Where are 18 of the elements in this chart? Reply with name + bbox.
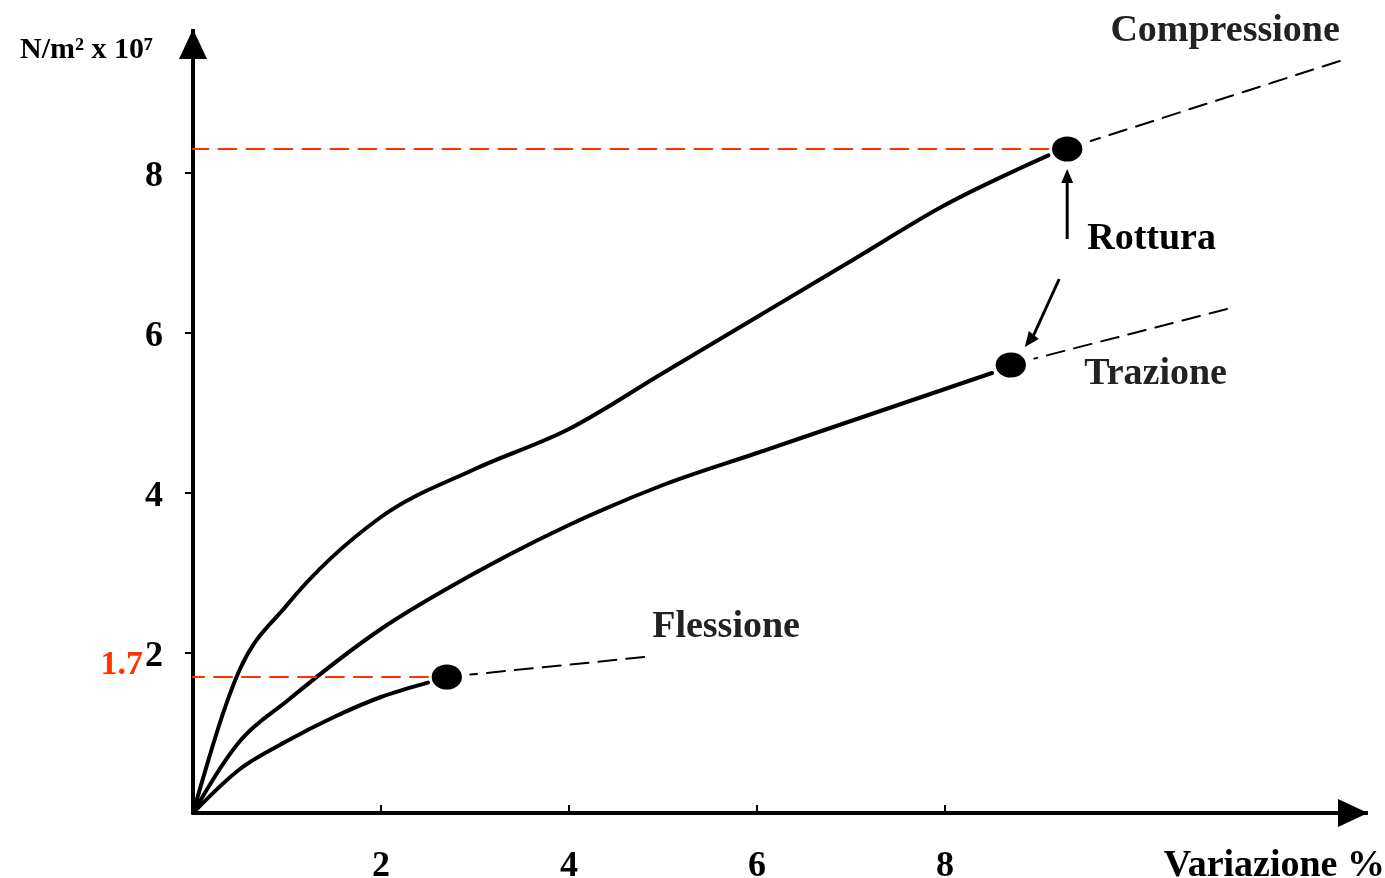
x-tick-label: 6 bbox=[748, 844, 766, 878]
point bbox=[431, 664, 462, 690]
y-tick-label: 4 bbox=[145, 473, 163, 514]
x-tick-label: 2 bbox=[372, 844, 390, 878]
annotation: 1.7 bbox=[100, 643, 143, 681]
series-label: Flessione bbox=[652, 603, 800, 645]
series-label: Compressione bbox=[1110, 7, 1340, 49]
y-tick-label: 8 bbox=[145, 153, 163, 194]
y-tick-label: 2 bbox=[145, 633, 163, 674]
x-axis-title: Variazione % bbox=[1163, 842, 1385, 878]
point bbox=[995, 352, 1026, 378]
y-tick-label: 6 bbox=[145, 313, 163, 354]
x-tick-label: 8 bbox=[936, 844, 954, 878]
point bbox=[1052, 136, 1083, 162]
series-label: Trazione bbox=[1084, 350, 1227, 392]
x-tick-label: 4 bbox=[560, 844, 578, 878]
y-axis-title: N/m² x 10⁷ bbox=[20, 31, 153, 64]
annotation: Rottura bbox=[1087, 215, 1216, 257]
